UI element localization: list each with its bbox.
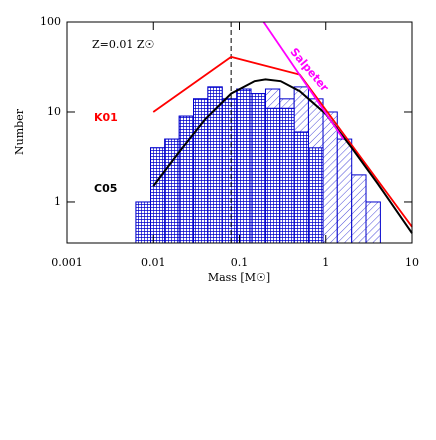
y-tick-label: 10 — [47, 105, 61, 118]
histogram-bar — [150, 147, 166, 244]
x-axis-label: Mass [M☉] — [208, 271, 270, 284]
histogram-bar — [135, 201, 152, 244]
histogram-bar — [279, 107, 295, 244]
y-tick-label: 100 — [40, 15, 61, 28]
y-axis-label: Number — [13, 108, 26, 155]
histogram-bar — [221, 98, 238, 244]
histogram-bar — [264, 107, 281, 244]
model-line — [152, 55, 413, 228]
x-tick-label: 0.1 — [231, 256, 249, 269]
histogram-bar — [250, 93, 266, 244]
histogram-bar — [236, 88, 252, 244]
annotation: Z=0.01 Z☉ — [92, 38, 154, 51]
x-tick-label: 0.001 — [51, 256, 83, 269]
histogram-bar — [307, 147, 324, 244]
line-label: C05 — [94, 182, 117, 195]
x-tick-label: 10 — [405, 256, 419, 269]
histogram-bar — [193, 98, 209, 244]
model-line — [262, 21, 345, 140]
histogram-bar — [322, 111, 338, 244]
line-label: K01 — [94, 111, 118, 124]
histogram-bar — [336, 138, 353, 244]
x-tick-label: 0.01 — [141, 256, 166, 269]
histogram-bar — [351, 174, 367, 244]
y-tick-label: 1 — [54, 195, 61, 208]
x-tick-label: 1 — [322, 256, 329, 269]
model-line — [152, 78, 413, 234]
histogram-bar — [293, 131, 309, 244]
histogram-bar — [365, 201, 381, 244]
